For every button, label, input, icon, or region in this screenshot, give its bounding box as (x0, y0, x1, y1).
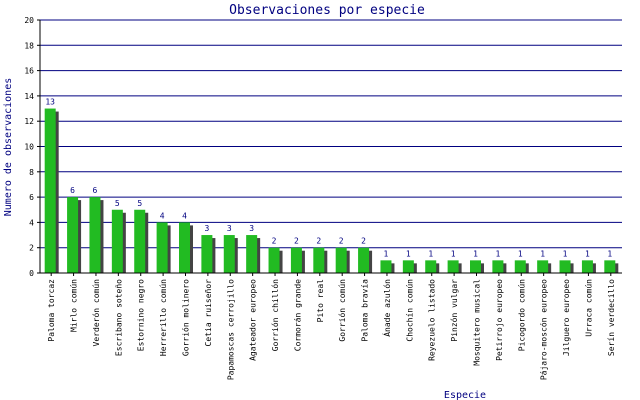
y-axis-label: Numero de observaciones (3, 78, 14, 216)
y-tick-label: 10 (24, 143, 34, 152)
category-label: Cormorán grande (293, 279, 302, 351)
data-label: 1 (518, 249, 523, 258)
data-label: 1 (406, 249, 411, 258)
category-label: Mosquitero musical (473, 279, 482, 366)
bars (44, 108, 619, 273)
y-tick-label: 6 (29, 193, 34, 202)
bar (470, 260, 481, 273)
bar (156, 222, 168, 273)
category-label: Mirlo común (70, 279, 79, 332)
data-label: 3 (249, 224, 254, 233)
data-label: 2 (339, 237, 344, 246)
category-label: Agateador europeo (249, 279, 258, 361)
category-label: Pito real (316, 279, 325, 323)
data-label: 5 (137, 199, 142, 208)
bar (514, 260, 526, 273)
x-axis-ticks: Paloma torcaz Mirlo común Verderón común Es… (47, 273, 616, 380)
category-label: Paloma torcaz (47, 279, 56, 342)
y-tick-label: 14 (24, 92, 34, 101)
category-label: Gorrión común (337, 279, 347, 342)
category-label: Pájaro-moscón europeo (539, 279, 549, 380)
data-label: 1 (563, 249, 568, 258)
y-tick-label: 2 (29, 244, 34, 253)
x-axis-label: Especie (444, 390, 486, 400)
category-label: Verderón común (91, 279, 101, 347)
data-label: 1 (384, 249, 389, 258)
bar (134, 209, 146, 273)
data-label: 5 (115, 199, 120, 208)
y-tick-label: 4 (29, 218, 34, 227)
data-label: 1 (473, 249, 478, 258)
bar (179, 222, 190, 273)
y-tick-label: 8 (29, 168, 34, 177)
data-label: 4 (182, 211, 187, 220)
chart-title: Observaciones por especie (229, 3, 425, 18)
category-label: Cetia ruiseñor (204, 279, 213, 347)
category-label: Herrerillo común (159, 279, 168, 356)
y-tick-label: 0 (29, 269, 34, 278)
bar (537, 260, 549, 273)
data-label: 1 (428, 249, 433, 258)
bar (290, 247, 302, 273)
y-tick-label: 18 (24, 41, 34, 50)
y-tick-label: 12 (24, 117, 34, 126)
category-label: Serín verdecillo (607, 279, 616, 356)
data-label: 2 (316, 237, 321, 246)
y-tick-label: 20 (24, 16, 34, 25)
data-label: 3 (204, 224, 209, 233)
category-label: Estornino negro (137, 279, 146, 351)
category-label: Gorrión molinero (181, 279, 191, 356)
category-label: Gorrión chillón (270, 279, 280, 351)
data-label: 2 (294, 237, 299, 246)
y-axis-ticks: 0 2 4 6 8 10 12 14 16 18 20 (24, 16, 40, 278)
category-label: Jilguero europeo (562, 279, 571, 356)
category-label: Reyezuelo listado (428, 279, 437, 361)
data-label: 6 (93, 186, 98, 195)
bar (425, 260, 437, 273)
bar (358, 247, 370, 273)
bar (380, 260, 392, 273)
data-label: 1 (585, 249, 590, 258)
data-label: 3 (227, 224, 232, 233)
bar (44, 108, 56, 273)
category-label: Pinzón vulgar (449, 279, 459, 342)
bar (313, 247, 325, 273)
data-label: 4 (160, 211, 165, 220)
bar (402, 260, 414, 273)
category-label: Ánade azulón (381, 279, 392, 337)
data-label: 1 (540, 249, 545, 258)
axes (39, 20, 622, 274)
bar (268, 247, 280, 273)
bar (67, 197, 79, 273)
bar (559, 260, 571, 273)
bar (89, 197, 101, 273)
category-label: Paloma bravía (361, 279, 370, 342)
bar (335, 247, 347, 273)
data-label: 2 (361, 237, 366, 246)
data-label: 1 (451, 249, 456, 258)
bar (201, 235, 213, 273)
category-label: Petirrojo europeo (495, 279, 504, 361)
data-label: 13 (45, 98, 55, 107)
data-label: 6 (70, 186, 75, 195)
bar (492, 260, 504, 273)
data-label: 1 (495, 249, 500, 258)
data-labels: 13 6 6 5 5 4 4 3 3 3 2 2 2 2 2 1 1 1 1 1 1 1 1 1 1 1 (45, 98, 612, 259)
data-label: 1 (607, 249, 612, 258)
category-label: Papamoscas cerrojillo (226, 279, 235, 380)
bar (246, 235, 258, 273)
category-label: Chochín común (405, 279, 414, 342)
bar (111, 209, 123, 273)
data-label: 2 (272, 237, 277, 246)
bar (604, 260, 616, 273)
bar (447, 260, 459, 273)
category-label: Escribano soteño (114, 279, 123, 356)
category-label: Picogordo común (517, 279, 526, 351)
bar (223, 235, 235, 273)
y-tick-label: 16 (24, 67, 34, 76)
gridlines (40, 19, 622, 249)
category-label: Urraca común (584, 279, 593, 337)
bar (581, 260, 593, 273)
